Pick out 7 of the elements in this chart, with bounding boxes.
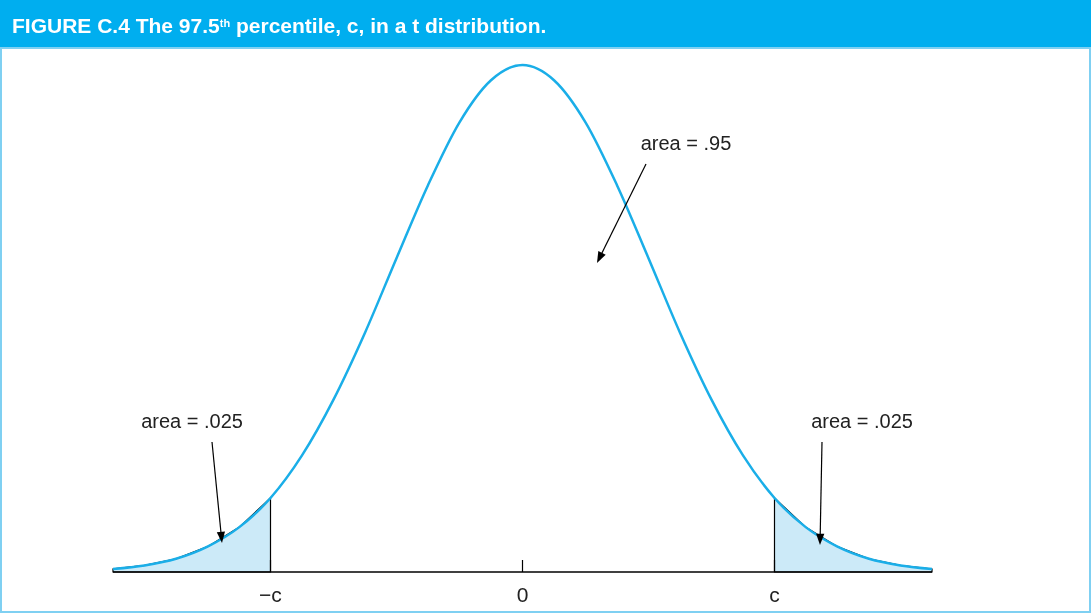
annotation: area = .95 bbox=[640, 132, 732, 154]
chart-title: FIGURE C.4 The 97.5$^{th}$ percentile, c, in a t distribution. bbox=[12, 14, 547, 37]
x-tick-label: −c bbox=[259, 583, 282, 606]
x-tick-label: 0 bbox=[516, 583, 529, 606]
annotation: area = .025 bbox=[141, 410, 243, 432]
x-tick-label: c bbox=[769, 583, 780, 606]
annotation: area = .025 bbox=[811, 410, 913, 432]
